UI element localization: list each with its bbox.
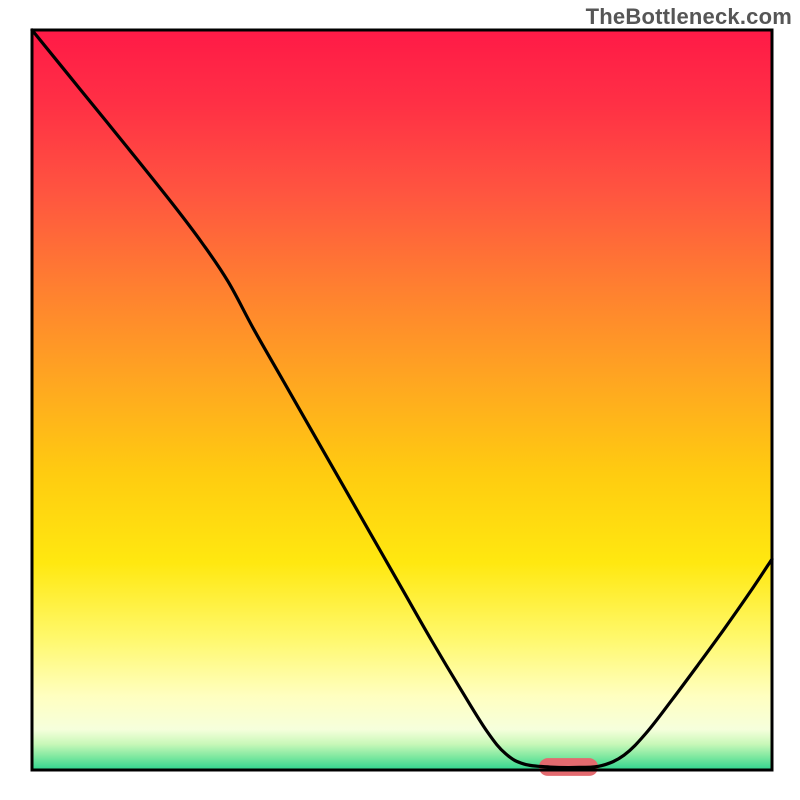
watermark-text: TheBottleneck.com (586, 4, 792, 30)
plot-background (32, 30, 772, 770)
chart-container: TheBottleneck.com (0, 0, 800, 800)
bottleneck-chart (0, 0, 800, 800)
